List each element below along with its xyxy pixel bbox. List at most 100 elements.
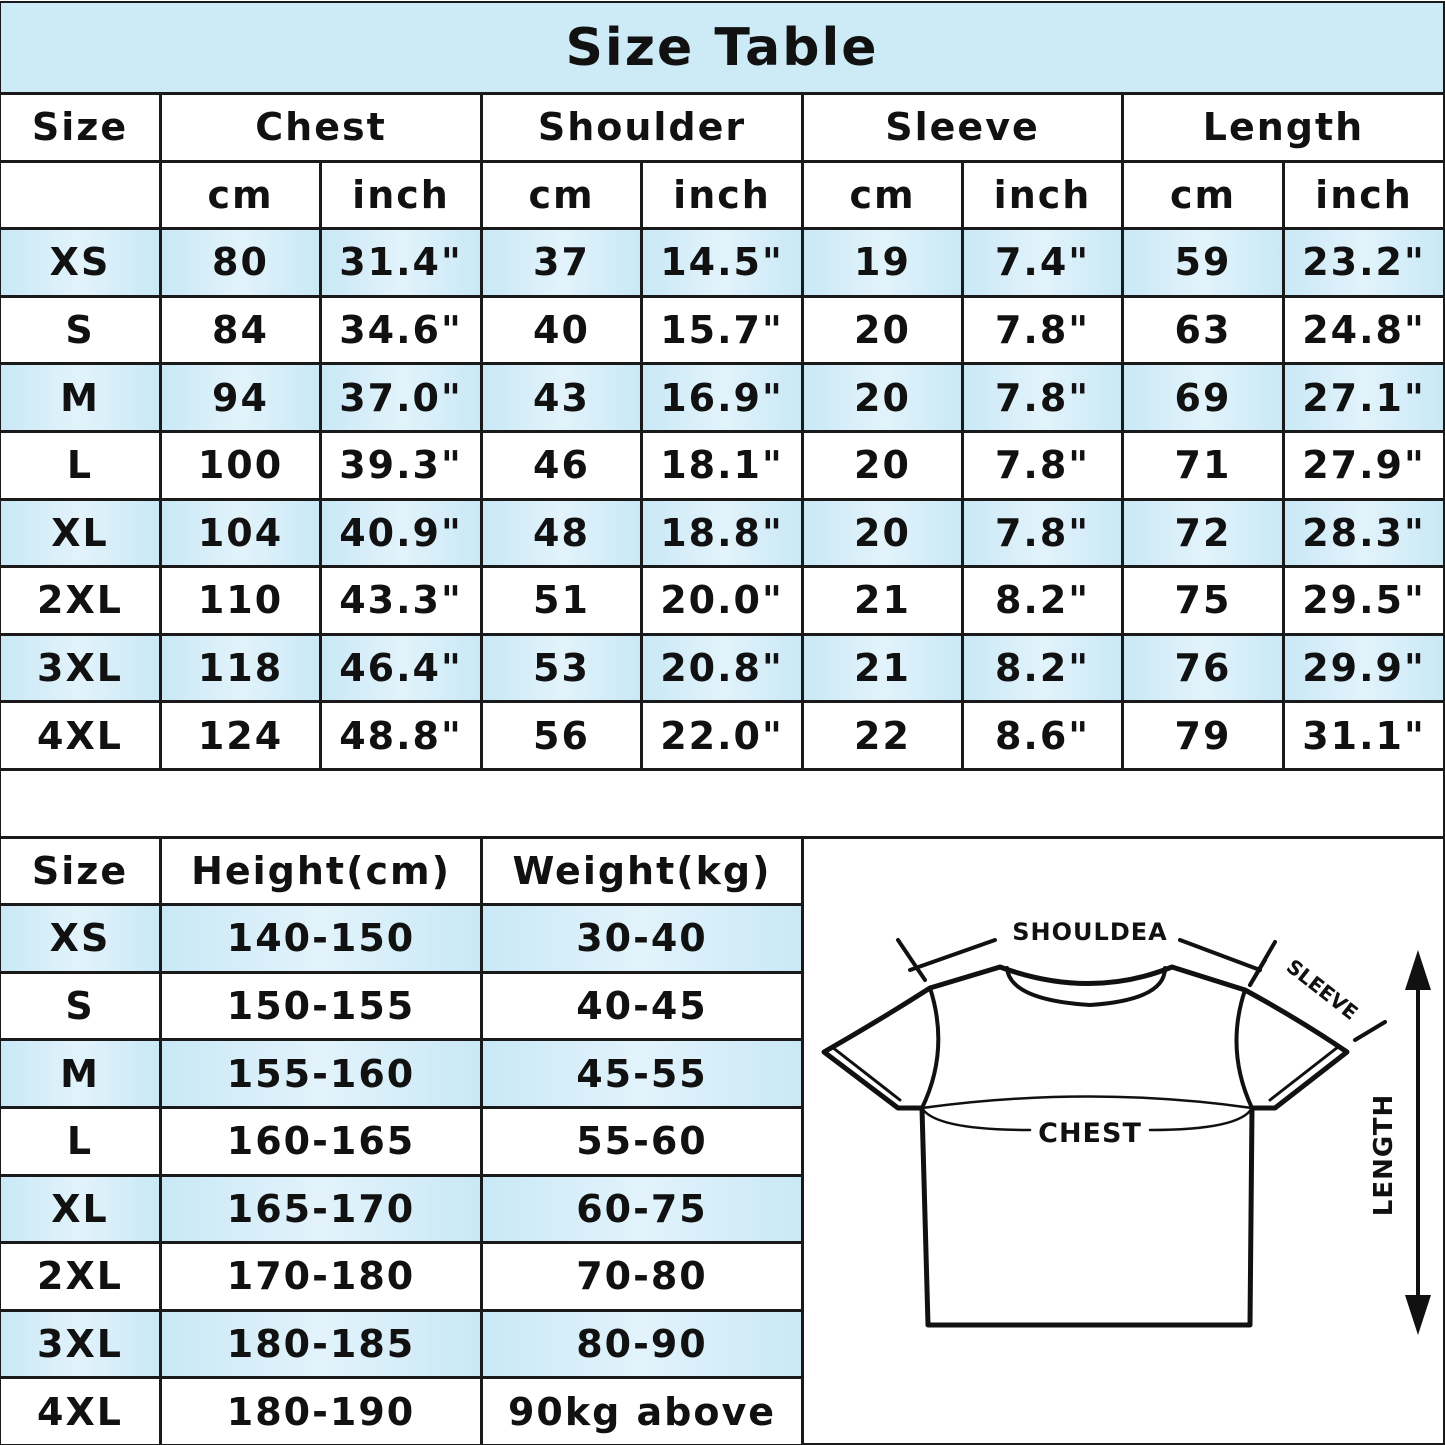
table-cell: 21	[802, 566, 963, 635]
table-cell: 43	[481, 363, 642, 432]
table-cell: 100	[160, 431, 321, 500]
table-cell: 4XL	[0, 701, 161, 770]
table-cell: 31.1"	[1283, 701, 1445, 770]
unit-cm: cm	[481, 160, 642, 230]
table-cell: 69	[1122, 363, 1284, 432]
table-cell: 7.8"	[962, 431, 1123, 500]
unit-inch: inch	[962, 160, 1123, 230]
table-cell: 8.6"	[962, 701, 1123, 770]
table-cell: 7.8"	[962, 295, 1123, 365]
tshirt-outline	[821, 964, 1350, 1328]
table-cell: 31.4"	[320, 228, 482, 297]
table-cell: 7.8"	[962, 363, 1123, 432]
table-cell: M	[0, 1039, 161, 1108]
table-cell: XS	[0, 904, 161, 973]
tshirt-collar	[1005, 966, 1167, 1007]
table-cell: 80-90	[481, 1309, 803, 1379]
table-cell: 56	[481, 701, 642, 770]
table-cell: 20	[802, 498, 963, 568]
table-cell: 48.8"	[320, 701, 482, 770]
table-cell: 160-165	[160, 1107, 482, 1176]
table-cell: 80	[160, 228, 321, 297]
table-cell: 27.9"	[1283, 431, 1445, 500]
table-cell: 150-155	[160, 971, 482, 1041]
unit-inch: inch	[320, 160, 482, 230]
unit-inch: inch	[641, 160, 803, 230]
table-cell: 18.8"	[641, 498, 803, 568]
table-cell: 24.8"	[1283, 295, 1445, 365]
unit-cm: cm	[802, 160, 963, 230]
table-cell: 90kg above	[481, 1377, 803, 1445]
table-cell: 29.5"	[1283, 566, 1445, 635]
table-cell: XL	[0, 498, 161, 568]
table-cell: 34.6"	[320, 295, 482, 365]
left-cuff	[830, 1045, 902, 1102]
table-cell: 46	[481, 431, 642, 500]
table-cell: 70-80	[481, 1242, 803, 1311]
header-length: Length	[1122, 93, 1445, 162]
table-cell: 155-160	[160, 1039, 482, 1108]
sleeve-label: SLEEVE	[1282, 954, 1363, 1024]
table-cell: 37	[481, 228, 642, 297]
table-cell: 28.3"	[1283, 498, 1445, 568]
table-cell: 140-150	[160, 904, 482, 973]
table-cell: 20.0"	[641, 566, 803, 635]
table-cell: 94	[160, 363, 321, 432]
table-cell: 20	[802, 431, 963, 500]
table-cell: 60-75	[481, 1174, 803, 1244]
table-cell: XL	[0, 1174, 161, 1244]
table-cell: 15.7"	[641, 295, 803, 365]
table-cell: 84	[160, 295, 321, 365]
table-cell: XS	[0, 228, 161, 297]
table-cell: 46.4"	[320, 633, 482, 703]
diagram-cell	[802, 836, 1445, 1445]
table-cell: M	[0, 363, 161, 432]
tshirt-measurement-diagram: SHOULDEA SLEEVE CHEST LENGTH	[821, 918, 1431, 1335]
table-cell: 104	[160, 498, 321, 568]
table-cell: 22	[802, 701, 963, 770]
table-cell: 63	[1122, 295, 1284, 365]
page-title: Size Table	[0, 1, 1445, 94]
table-cell: 48	[481, 498, 642, 568]
left-armhole	[920, 986, 941, 1110]
table-cell: 16.9"	[641, 363, 803, 432]
table-cell: 43.3"	[320, 566, 482, 635]
table-cell: 55-60	[481, 1107, 803, 1176]
arrow-down-icon	[1405, 1295, 1431, 1335]
table-cell: 40	[481, 295, 642, 365]
arrow-up-icon	[1405, 950, 1431, 990]
table-cell: 29.9"	[1283, 633, 1445, 703]
table-cell: 3XL	[0, 633, 161, 703]
table-cell: 37.0"	[320, 363, 482, 432]
table-cell: 3XL	[0, 1309, 161, 1379]
table-cell: 45-55	[481, 1039, 803, 1108]
table-cell: 20	[802, 295, 963, 365]
table-cell: 180-185	[160, 1309, 482, 1379]
sleeve-dim-line	[1248, 958, 1387, 1042]
unit-cm: cm	[160, 160, 321, 230]
table-cell: 14.5"	[641, 228, 803, 297]
right-armhole	[1234, 988, 1254, 1110]
table-cell: 18.1"	[641, 431, 803, 500]
table-cell: 2XL	[0, 566, 161, 635]
table-cell: 23.2"	[1283, 228, 1445, 297]
table-cell: 7.4"	[962, 228, 1123, 297]
header-sleeve: Sleeve	[802, 93, 1123, 162]
table-cell: 27.1"	[1283, 363, 1445, 432]
table-cell: 4XL	[0, 1377, 161, 1445]
table-cell: 30-40	[481, 904, 803, 973]
header2-0: Size	[0, 836, 161, 906]
right-cuff	[1268, 1045, 1340, 1102]
shoulder-label: SHOULDEA	[1012, 918, 1167, 946]
table-cell: 118	[160, 633, 321, 703]
header2-2: Weight(kg)	[481, 836, 803, 906]
table-cell: 170-180	[160, 1242, 482, 1311]
table-cell: 40.9"	[320, 498, 482, 568]
table-cell: L	[0, 431, 161, 500]
table-cell: 22.0"	[641, 701, 803, 770]
table-cell: 8.2"	[962, 633, 1123, 703]
header-chest: Chest	[160, 93, 482, 162]
table-cell: 8.2"	[962, 566, 1123, 635]
chest-ellipse	[920, 1095, 1254, 1132]
